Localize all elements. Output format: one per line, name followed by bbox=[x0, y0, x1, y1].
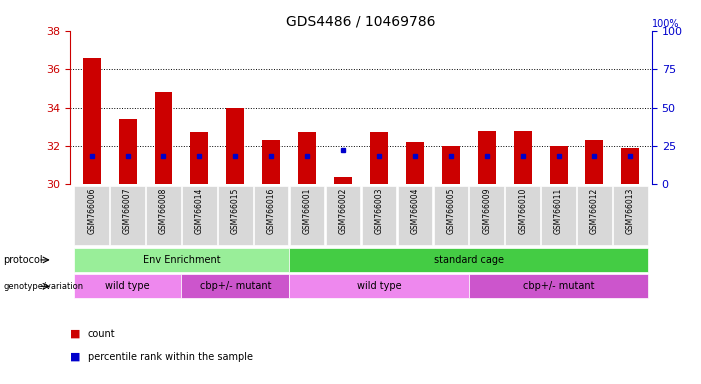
Text: protocol: protocol bbox=[4, 255, 43, 265]
FancyBboxPatch shape bbox=[218, 185, 252, 245]
FancyBboxPatch shape bbox=[469, 275, 648, 298]
FancyBboxPatch shape bbox=[182, 185, 217, 245]
FancyBboxPatch shape bbox=[74, 185, 109, 245]
FancyBboxPatch shape bbox=[326, 185, 360, 245]
Bar bbox=[298, 132, 316, 184]
FancyBboxPatch shape bbox=[433, 185, 468, 245]
Text: GSM766012: GSM766012 bbox=[590, 187, 599, 234]
Text: GSM766009: GSM766009 bbox=[482, 187, 491, 234]
Text: GSM766015: GSM766015 bbox=[231, 187, 240, 234]
Bar bbox=[191, 132, 208, 184]
Bar bbox=[154, 92, 172, 184]
FancyBboxPatch shape bbox=[74, 248, 290, 272]
Text: GSM766003: GSM766003 bbox=[374, 187, 383, 234]
Text: wild type: wild type bbox=[357, 281, 401, 291]
Text: GSM766013: GSM766013 bbox=[626, 187, 635, 234]
FancyBboxPatch shape bbox=[470, 185, 504, 245]
FancyBboxPatch shape bbox=[397, 185, 432, 245]
Text: GSM766005: GSM766005 bbox=[447, 187, 456, 234]
Text: GSM766002: GSM766002 bbox=[339, 187, 348, 234]
Text: GSM766008: GSM766008 bbox=[159, 187, 168, 234]
FancyBboxPatch shape bbox=[254, 185, 289, 245]
Text: cbp+/- mutant: cbp+/- mutant bbox=[200, 281, 271, 291]
Bar bbox=[370, 132, 388, 184]
FancyBboxPatch shape bbox=[147, 185, 181, 245]
FancyBboxPatch shape bbox=[74, 275, 182, 298]
Bar bbox=[226, 108, 244, 184]
Bar bbox=[514, 131, 531, 184]
Bar bbox=[442, 146, 460, 184]
Text: ■: ■ bbox=[70, 352, 81, 362]
Text: Env Enrichment: Env Enrichment bbox=[142, 255, 220, 265]
FancyBboxPatch shape bbox=[362, 185, 396, 245]
Text: ■: ■ bbox=[70, 329, 81, 339]
Title: GDS4486 / 10469786: GDS4486 / 10469786 bbox=[286, 14, 436, 28]
Text: GSM766011: GSM766011 bbox=[554, 187, 563, 234]
FancyBboxPatch shape bbox=[110, 185, 145, 245]
Text: GSM766007: GSM766007 bbox=[123, 187, 132, 234]
Text: count: count bbox=[88, 329, 115, 339]
Bar bbox=[334, 177, 352, 184]
Text: GSM766006: GSM766006 bbox=[87, 187, 96, 234]
Bar bbox=[478, 131, 496, 184]
Bar bbox=[262, 140, 280, 184]
FancyBboxPatch shape bbox=[613, 185, 648, 245]
Text: GSM766004: GSM766004 bbox=[410, 187, 419, 234]
Text: GSM766001: GSM766001 bbox=[303, 187, 312, 234]
FancyBboxPatch shape bbox=[182, 275, 290, 298]
Text: standard cage: standard cage bbox=[434, 255, 504, 265]
Text: GSM766016: GSM766016 bbox=[266, 187, 275, 234]
Text: genotype/variation: genotype/variation bbox=[4, 282, 83, 291]
Text: 100%: 100% bbox=[652, 19, 679, 29]
Text: wild type: wild type bbox=[105, 281, 150, 291]
Bar bbox=[585, 140, 604, 184]
Bar bbox=[118, 119, 137, 184]
Text: cbp+/- mutant: cbp+/- mutant bbox=[523, 281, 594, 291]
FancyBboxPatch shape bbox=[290, 185, 325, 245]
Bar bbox=[550, 146, 568, 184]
FancyBboxPatch shape bbox=[541, 185, 576, 245]
Bar bbox=[83, 58, 101, 184]
Text: GSM766014: GSM766014 bbox=[195, 187, 204, 234]
Text: GSM766010: GSM766010 bbox=[518, 187, 527, 234]
FancyBboxPatch shape bbox=[505, 185, 540, 245]
FancyBboxPatch shape bbox=[577, 185, 612, 245]
FancyBboxPatch shape bbox=[290, 248, 648, 272]
Bar bbox=[406, 142, 424, 184]
FancyBboxPatch shape bbox=[290, 275, 469, 298]
Bar bbox=[621, 148, 639, 184]
Text: percentile rank within the sample: percentile rank within the sample bbox=[88, 352, 252, 362]
